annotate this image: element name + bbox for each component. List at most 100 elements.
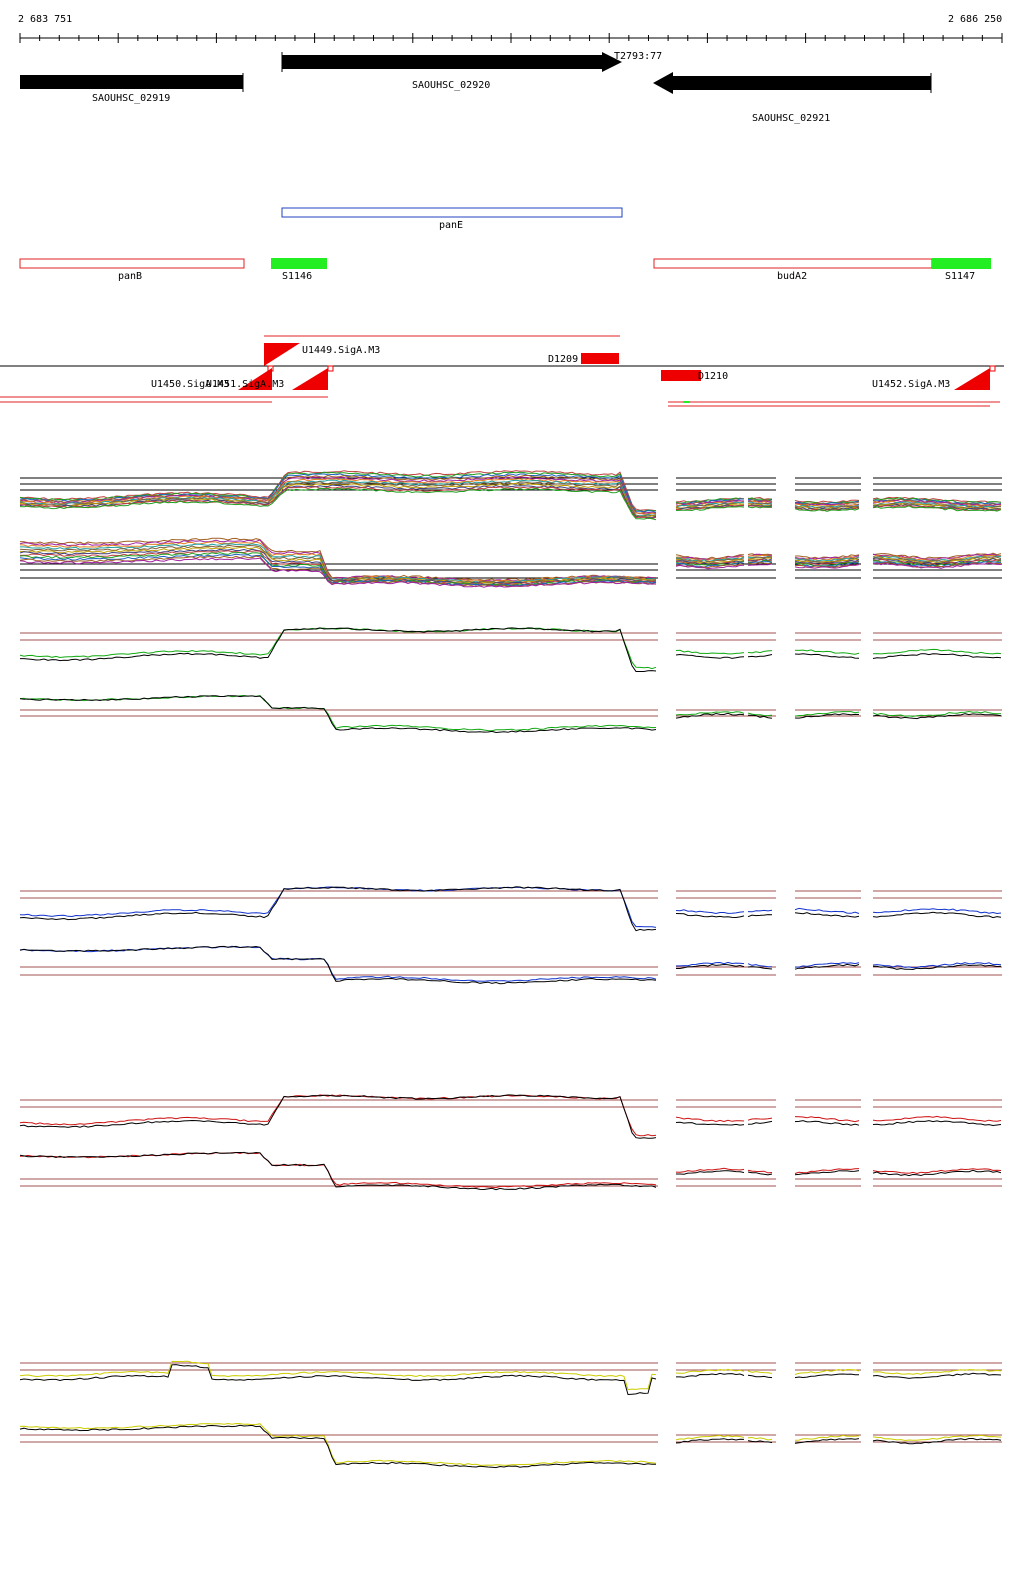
track-line xyxy=(676,963,745,969)
track-line xyxy=(794,500,860,505)
track-line xyxy=(794,503,860,507)
track-line xyxy=(19,945,657,982)
track-line xyxy=(872,911,1002,919)
track-line xyxy=(19,478,657,515)
track-line xyxy=(872,497,1002,505)
track-line xyxy=(794,508,860,512)
track-line xyxy=(794,499,860,504)
track-line xyxy=(675,1116,745,1123)
track-line xyxy=(747,654,773,658)
track-line xyxy=(794,1168,860,1174)
feature-u1451[interactable]: U1451.SigA.M3 xyxy=(0,365,334,398)
track-line xyxy=(872,552,1002,560)
track-line xyxy=(794,907,860,914)
track-line xyxy=(747,496,773,500)
srna-s1147[interactable]: S1147 xyxy=(932,258,991,282)
track-line xyxy=(675,564,745,570)
gene-name-pane[interactable]: panE xyxy=(281,207,623,231)
track-line xyxy=(675,497,745,504)
track-line xyxy=(19,541,657,583)
coordinate-ruler: 2 683 751 2 686 250 xyxy=(18,14,1003,43)
track-line xyxy=(676,563,745,569)
gene-name-label: budA2 xyxy=(777,271,807,282)
feature-d1210[interactable]: D1210 xyxy=(661,370,728,382)
gene-saouhsc-02920[interactable]: SAOUHSC_02920 xyxy=(281,52,622,91)
track-line xyxy=(872,1438,1002,1445)
track-line xyxy=(794,1170,860,1176)
ruler-start-label: 2 683 751 xyxy=(18,14,72,25)
track-line xyxy=(794,1116,860,1123)
feature-u1452[interactable]: U1452.SigA.M3 xyxy=(668,365,1000,407)
track-group-red xyxy=(19,1094,1002,1191)
feature-d1209[interactable]: D1209 xyxy=(548,353,619,365)
track-line xyxy=(675,653,745,659)
track-line xyxy=(794,1438,860,1444)
track-line xyxy=(20,627,657,672)
track-line xyxy=(794,963,860,970)
track-line xyxy=(794,556,860,562)
track-line xyxy=(19,486,657,519)
track-line xyxy=(794,713,860,719)
track-line xyxy=(794,1373,860,1379)
track-line xyxy=(747,963,773,968)
track-line xyxy=(19,1364,657,1396)
feature-label: U1451.SigA.M3 xyxy=(206,379,284,390)
feature-track: U1449.SigA.M3 D1209 U1450.SigA.M3 U1451.… xyxy=(0,335,1004,407)
track-line xyxy=(747,1436,773,1441)
feature-label: U1450.SigA.M3 xyxy=(151,379,229,390)
track-line xyxy=(872,1369,1002,1375)
gene-name-label: panE xyxy=(439,220,463,231)
feature-label: U1449.SigA.M3 xyxy=(302,345,380,356)
track-line xyxy=(747,712,773,717)
track-line xyxy=(675,1368,745,1374)
track-line xyxy=(675,712,745,719)
gene-saouhsc-02921[interactable]: SAOUHSC_02921 xyxy=(653,72,932,124)
track-line xyxy=(872,653,1002,659)
track-line xyxy=(747,909,773,913)
gene-saouhsc-02919[interactable]: SAOUHSC_02919 xyxy=(20,73,244,104)
track-line xyxy=(675,1167,745,1173)
track-line xyxy=(872,505,1002,512)
track-line xyxy=(872,964,1002,971)
track-line xyxy=(19,557,657,588)
feature-u1449[interactable]: U1449.SigA.M3 xyxy=(264,335,620,366)
track-line xyxy=(872,648,1002,655)
track-line xyxy=(747,1370,773,1374)
gene-name-panb[interactable]: panB xyxy=(19,258,245,282)
track-line xyxy=(872,1115,1002,1122)
track-line xyxy=(872,908,1002,915)
track-line xyxy=(747,1120,773,1125)
track-group-multi xyxy=(19,470,1002,588)
track-line xyxy=(675,1434,745,1441)
gene-label: SAOUHSC_02920 xyxy=(412,80,490,91)
track-line xyxy=(675,559,745,564)
track-line xyxy=(872,1168,1002,1175)
srna-s1146[interactable]: S1146 xyxy=(271,258,327,282)
ruler-ticks xyxy=(19,33,1003,43)
track-line xyxy=(747,1374,773,1379)
track-line xyxy=(19,1151,657,1189)
track-line xyxy=(794,653,860,659)
feature-u1450[interactable]: U1450.SigA.M3 xyxy=(0,365,274,403)
track-line xyxy=(19,550,657,586)
track-line xyxy=(747,556,773,560)
srna-label: S1147 xyxy=(945,271,975,282)
ruler-end-label: 2 686 250 xyxy=(948,14,1002,25)
gene-name-buda2[interactable]: budA2 xyxy=(653,258,933,282)
track-line xyxy=(872,1120,1002,1127)
track-line xyxy=(872,713,1002,720)
track-line xyxy=(675,562,745,568)
track-line xyxy=(872,502,1002,509)
track-line xyxy=(795,962,860,968)
track-line xyxy=(19,886,657,932)
track-line xyxy=(675,1121,745,1126)
track-line xyxy=(19,1151,657,1191)
track-line xyxy=(747,499,773,502)
expression-tracks xyxy=(19,470,1002,1469)
gene-label: SAOUHSC_02921 xyxy=(752,113,830,124)
track-line xyxy=(794,711,860,717)
feature-label: D1209 xyxy=(548,354,578,365)
gene-name-track: panE panB budA2 xyxy=(19,207,933,282)
track-line xyxy=(872,500,1002,508)
